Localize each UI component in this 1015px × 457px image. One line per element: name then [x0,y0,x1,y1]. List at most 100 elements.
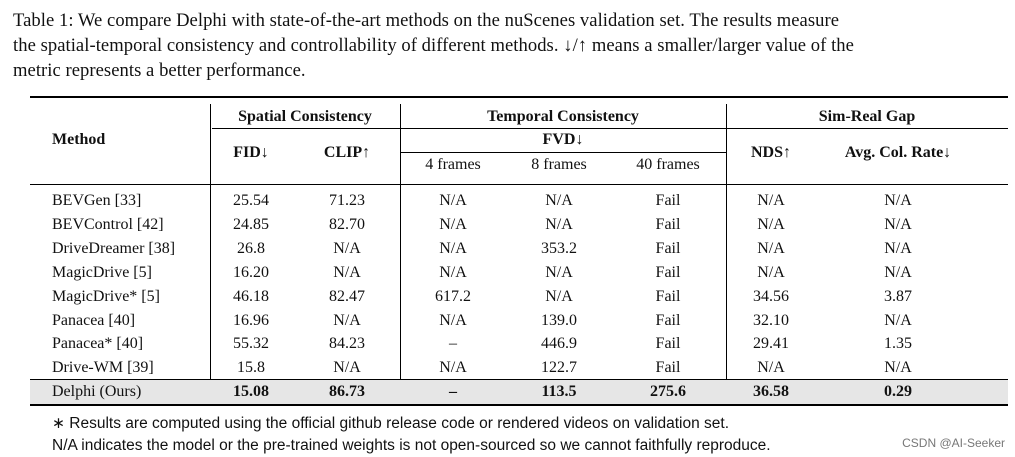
cell-method-ours: Delphi (Ours) [52,383,142,400]
cell-f4: N/A [439,216,467,233]
cell-method: Panacea* [40] [52,335,144,352]
header-fvd: FVD↓ [542,131,584,148]
cell-method: BEVGen [33] [52,192,142,209]
header-col-rate: Avg. Col. Rate↓ [844,144,952,161]
cell-col-rate-ours: 0.29 [884,383,912,400]
header-clip: CLIP↑ [323,144,371,161]
cell-nds: N/A [757,264,785,281]
cell-col-rate: N/A [884,216,912,233]
group-rule-simreal [727,128,1008,129]
ours-row-highlight [30,380,1008,404]
cell-f8: 139.0 [541,312,577,329]
cell-nds: N/A [757,216,785,233]
caption-line-2: the spatial-temporal consistency and con… [13,35,854,56]
cell-fid-ours: 15.08 [233,383,269,400]
cell-col-rate: 1.35 [884,335,912,352]
header-nds: NDS↑ [750,144,792,161]
header-fid: FID↓ [233,144,269,161]
cell-f4: N/A [439,240,467,257]
vsep-method [210,104,211,404]
cell-clip: 84.23 [329,335,365,352]
group-rule-temporal [401,128,726,129]
cell-clip: 82.47 [329,288,365,305]
header-40-frames: 40 frames [636,156,700,173]
header-bottom-rule [30,184,1008,185]
cell-col-rate: N/A [884,359,912,376]
pre-ours-rule [30,379,1008,380]
watermark: CSDN @AI-Seeker [902,436,1005,450]
cell-f40: Fail [655,264,681,281]
cell-f4: 617.2 [435,288,471,305]
cell-fid: 15.8 [237,359,265,376]
cell-f8: N/A [545,264,573,281]
cell-col-rate: N/A [884,264,912,281]
cell-nds: 34.56 [753,288,789,305]
cell-clip: N/A [333,264,361,281]
header-8-frames: 8 frames [531,156,587,173]
cell-fid: 26.8 [237,240,265,257]
cell-f8: N/A [545,216,573,233]
cell-f40: Fail [655,240,681,257]
cell-nds-ours: 36.58 [753,383,789,400]
cell-f8-ours: 113.5 [541,383,577,400]
cell-clip: 82.70 [329,216,365,233]
group-rule-spatial [212,128,400,129]
cell-f40: Fail [655,335,681,352]
cell-col-rate: 3.87 [884,288,912,305]
cell-clip: N/A [333,359,361,376]
footnote-1: ∗ Results are computed using the officia… [52,414,729,433]
cell-f4: N/A [439,264,467,281]
cell-f40: Fail [655,192,681,209]
table-caption: Table 1: We compare Delphi with state-of… [13,8,1008,83]
cell-method: BEVControl [42] [52,216,164,233]
cell-method: Panacea [40] [52,312,136,329]
cell-col-rate: N/A [884,240,912,257]
cell-nds: N/A [757,192,785,209]
cell-nds: N/A [757,240,785,257]
cell-f40-ours: 275.6 [650,383,686,400]
top-rule [30,96,1008,98]
footnote-1-text: Results are computed using the official … [65,415,730,432]
bottom-rule [30,404,1008,406]
cell-fid: 25.54 [233,192,269,209]
cell-f40: Fail [655,359,681,376]
cell-f40: Fail [655,216,681,233]
footnote-star: ∗ [52,415,65,432]
vsep-temporal [726,104,727,404]
cell-fid: 46.18 [233,288,269,305]
cell-f8: 122.7 [541,359,577,376]
header-spatial: Spatial Consistency [238,108,372,125]
cell-clip-ours: 86.73 [329,383,365,400]
cell-f4: N/A [439,359,467,376]
header-method: Method [52,131,106,148]
cell-col-rate: N/A [884,312,912,329]
cell-fid: 16.96 [233,312,269,329]
cell-f4-ours: – [449,383,457,400]
cell-f4: N/A [439,192,467,209]
cell-method: Drive-WM [39] [52,359,154,376]
cell-f40: Fail [655,288,681,305]
cell-f8: N/A [545,288,573,305]
cell-f8: 353.2 [541,240,577,257]
footnote-2: N/A indicates the model or the pre-train… [52,437,771,454]
cell-clip: N/A [333,240,361,257]
header-simreal: Sim-Real Gap [818,108,916,125]
vsep-spatial [400,104,401,404]
cell-nds: N/A [757,359,785,376]
cell-f4: – [449,335,457,352]
cell-col-rate: N/A [884,192,912,209]
cell-f4: N/A [439,312,467,329]
cell-fid: 16.20 [233,264,269,281]
cell-nds: 32.10 [753,312,789,329]
cell-f40: Fail [655,312,681,329]
cell-clip: 71.23 [329,192,365,209]
header-temporal: Temporal Consistency [487,108,639,125]
cell-clip: N/A [333,312,361,329]
cell-nds: 29.41 [753,335,789,352]
cell-method: MagicDrive* [5] [52,288,160,305]
cell-f8: N/A [545,192,573,209]
cell-method: MagicDrive [5] [52,264,152,281]
cell-method: DriveDreamer [38] [52,240,176,257]
caption-line-1: Table 1: We compare Delphi with state-of… [13,10,839,31]
caption-line-3: metric represents a better performance. [13,60,306,81]
